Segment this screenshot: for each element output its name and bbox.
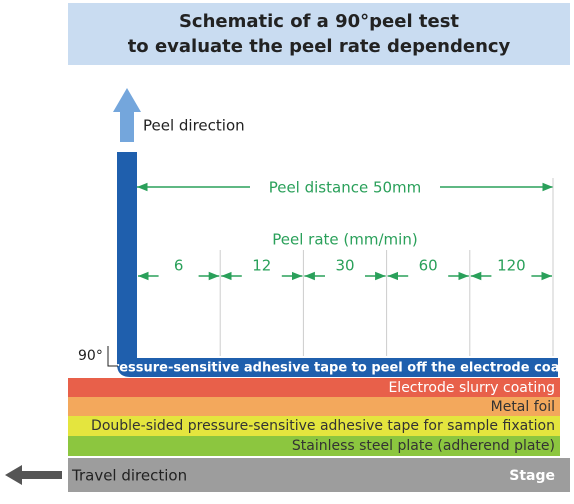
peel-distance: Peel distance 50mm [269, 179, 422, 197]
rate-label: 6 [174, 257, 184, 275]
angle: 90° [78, 348, 103, 364]
rate-label: 120 [497, 257, 526, 275]
stage [68, 458, 570, 492]
rate-label: 60 [419, 257, 438, 275]
layer [68, 416, 560, 436]
angle-mark [107, 346, 118, 367]
layer-label: Stainless steel plate (adherend plate) [292, 438, 555, 454]
layer-label: Metal foil [491, 399, 555, 415]
travel-arrow [5, 465, 62, 485]
tape-label: Pressure-sensitive adhesive tape to peel… [103, 361, 574, 376]
title: to evaluate the peel rate dependency [128, 36, 511, 57]
rate-label: 12 [252, 257, 271, 275]
title-box [68, 3, 570, 65]
layer-label: Electrode slurry coating [388, 380, 555, 396]
layer [68, 378, 560, 397]
stage-label: Stage [509, 468, 555, 484]
travel-direction: Travel direction [71, 467, 187, 485]
layer-label: Double-sided pressure-sensitive adhesive… [91, 418, 555, 434]
layer [68, 397, 560, 416]
peel-direction: Peel direction [143, 117, 245, 135]
peel-rate-title: Peel rate (mm/min) [272, 231, 417, 249]
peel-arrow [113, 88, 141, 142]
title: Schematic of a 90°peel test [179, 11, 459, 32]
layer [68, 436, 560, 456]
rate-label: 30 [335, 257, 354, 275]
